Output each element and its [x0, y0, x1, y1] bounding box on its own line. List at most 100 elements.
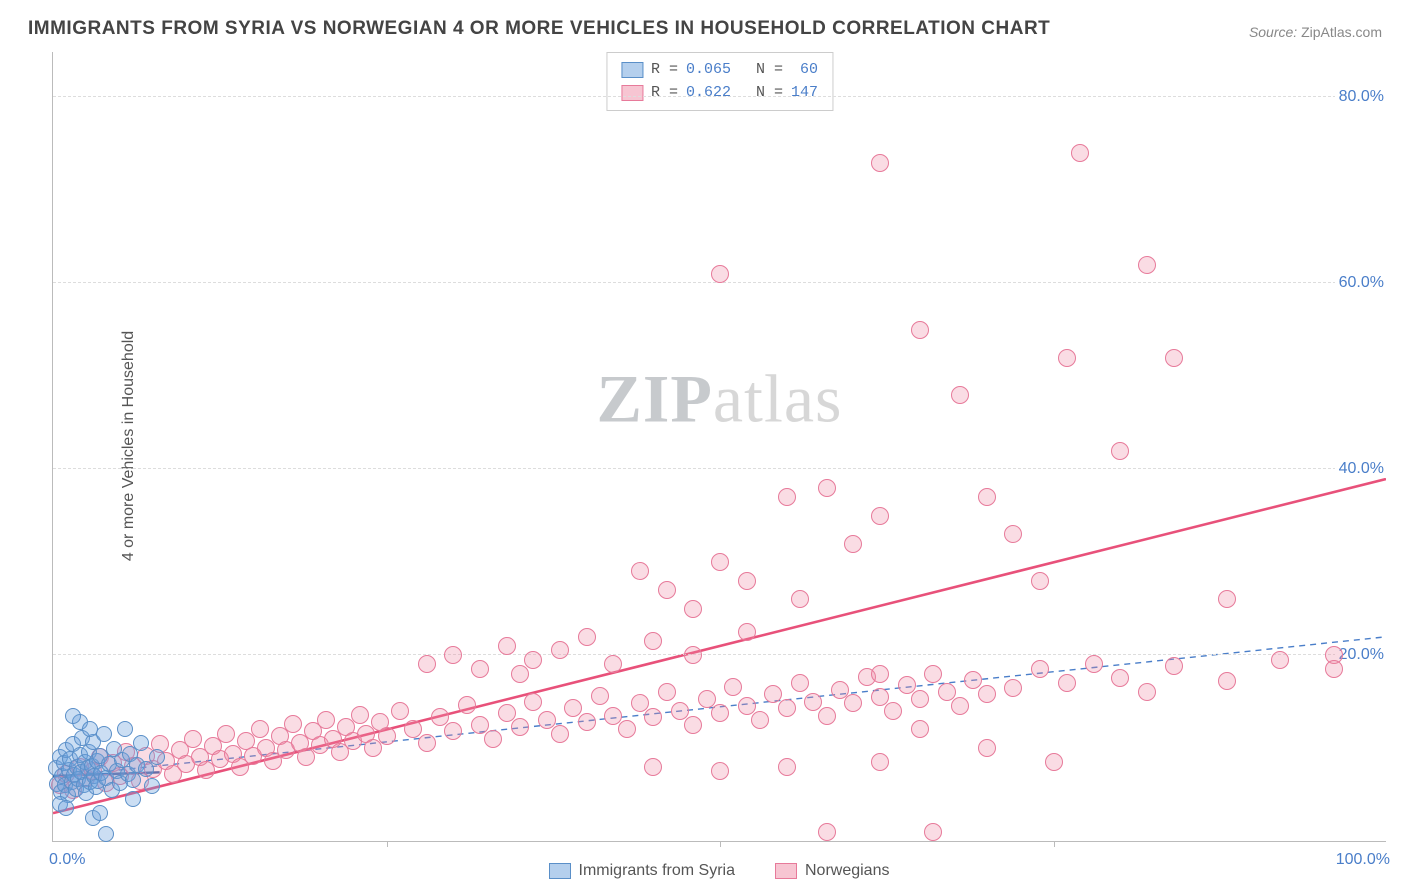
scatter-point [751, 711, 769, 729]
scatter-point [738, 623, 756, 641]
scatter-point [578, 628, 596, 646]
scatter-point [871, 507, 889, 525]
y-tick-label: 20.0% [1335, 646, 1388, 664]
r-value-2: 0.622 [686, 82, 731, 105]
scatter-point [498, 637, 516, 655]
r-label-1: R = [651, 59, 678, 82]
scatter-point [58, 800, 74, 816]
scatter-point [778, 488, 796, 506]
scatter-point [1218, 672, 1236, 690]
scatter-point [117, 721, 133, 737]
y-tick-label: 60.0% [1335, 274, 1388, 292]
n-label-1: N = [756, 59, 783, 82]
scatter-point [978, 685, 996, 703]
scatter-point [284, 715, 302, 733]
scatter-point [125, 791, 141, 807]
scatter-point [591, 687, 609, 705]
scatter-point [978, 488, 996, 506]
stats-row-series2: R = 0.622 N = 147 [621, 82, 818, 105]
scatter-point [778, 699, 796, 717]
scatter-point [1138, 256, 1156, 274]
legend-item-2: Norwegians [775, 862, 889, 880]
scatter-point [711, 553, 729, 571]
scatter-point [711, 704, 729, 722]
x-tick-mark [1054, 841, 1055, 847]
legend-label-1: Immigrants from Syria [579, 862, 735, 880]
scatter-point [511, 665, 529, 683]
scatter-point [1218, 590, 1236, 608]
legend-swatch-pink [775, 863, 797, 879]
scatter-point [911, 321, 929, 339]
scatter-point [871, 154, 889, 172]
r-label-2: R = [651, 82, 678, 105]
scatter-point [604, 655, 622, 673]
scatter-point [1085, 655, 1103, 673]
legend-swatch-blue [549, 863, 571, 879]
scatter-point [484, 730, 502, 748]
scatter-point [1111, 442, 1129, 460]
scatter-point [1165, 349, 1183, 367]
scatter-point [1031, 572, 1049, 590]
scatter-point [378, 727, 396, 745]
scatter-point [1325, 660, 1343, 678]
legend-bottom: Immigrants from Syria Norwegians [52, 862, 1386, 880]
scatter-point [351, 706, 369, 724]
x-tick-mark [387, 841, 388, 847]
scatter-point [951, 697, 969, 715]
scatter-point [65, 708, 81, 724]
scatter-point [711, 265, 729, 283]
scatter-point [1138, 683, 1156, 701]
scatter-point [524, 693, 542, 711]
scatter-point [444, 722, 462, 740]
swatch-pink [621, 85, 643, 101]
scatter-point [125, 772, 141, 788]
scatter-point [924, 665, 942, 683]
scatter-point [711, 762, 729, 780]
scatter-point [92, 805, 108, 821]
scatter-point [684, 646, 702, 664]
n-value-2: 147 [791, 82, 818, 105]
scatter-point [1045, 753, 1063, 771]
plot-area: ZIPatlas R = 0.065 N = 60 R = 0.622 N = … [52, 52, 1386, 842]
x-tick-mark [720, 841, 721, 847]
scatter-point [618, 720, 636, 738]
scatter-point [884, 702, 902, 720]
swatch-blue [621, 62, 643, 78]
scatter-point [724, 678, 742, 696]
scatter-point [684, 600, 702, 618]
gridline [53, 96, 1386, 97]
scatter-point [133, 735, 149, 751]
scatter-point [924, 823, 942, 841]
scatter-point [844, 535, 862, 553]
scatter-point [1004, 525, 1022, 543]
source-label: Source: [1249, 24, 1297, 40]
scatter-point [911, 690, 929, 708]
scatter-point [82, 721, 98, 737]
scatter-point [418, 734, 436, 752]
scatter-point [631, 562, 649, 580]
scatter-point [1031, 660, 1049, 678]
scatter-point [184, 730, 202, 748]
scatter-point [644, 632, 662, 650]
y-tick-label: 80.0% [1335, 88, 1388, 106]
scatter-point [791, 674, 809, 692]
n-label-2: N = [756, 82, 783, 105]
watermark-zip: ZIP [597, 361, 713, 437]
scatter-point [871, 665, 889, 683]
scatter-point [551, 641, 569, 659]
source-attribution: Source: ZipAtlas.com [1249, 24, 1382, 40]
r-value-1: 0.065 [686, 59, 731, 82]
gridline [53, 468, 1386, 469]
watermark-atlas: atlas [713, 361, 843, 437]
scatter-point [444, 646, 462, 664]
stats-legend-box: R = 0.065 N = 60 R = 0.622 N = 147 [606, 52, 833, 111]
scatter-point [644, 708, 662, 726]
scatter-point [978, 739, 996, 757]
scatter-point [511, 718, 529, 736]
gridline [53, 654, 1386, 655]
scatter-point [658, 581, 676, 599]
scatter-point [644, 758, 662, 776]
stats-row-series1: R = 0.065 N = 60 [621, 59, 818, 82]
scatter-point [1004, 679, 1022, 697]
y-tick-label: 40.0% [1335, 460, 1388, 478]
